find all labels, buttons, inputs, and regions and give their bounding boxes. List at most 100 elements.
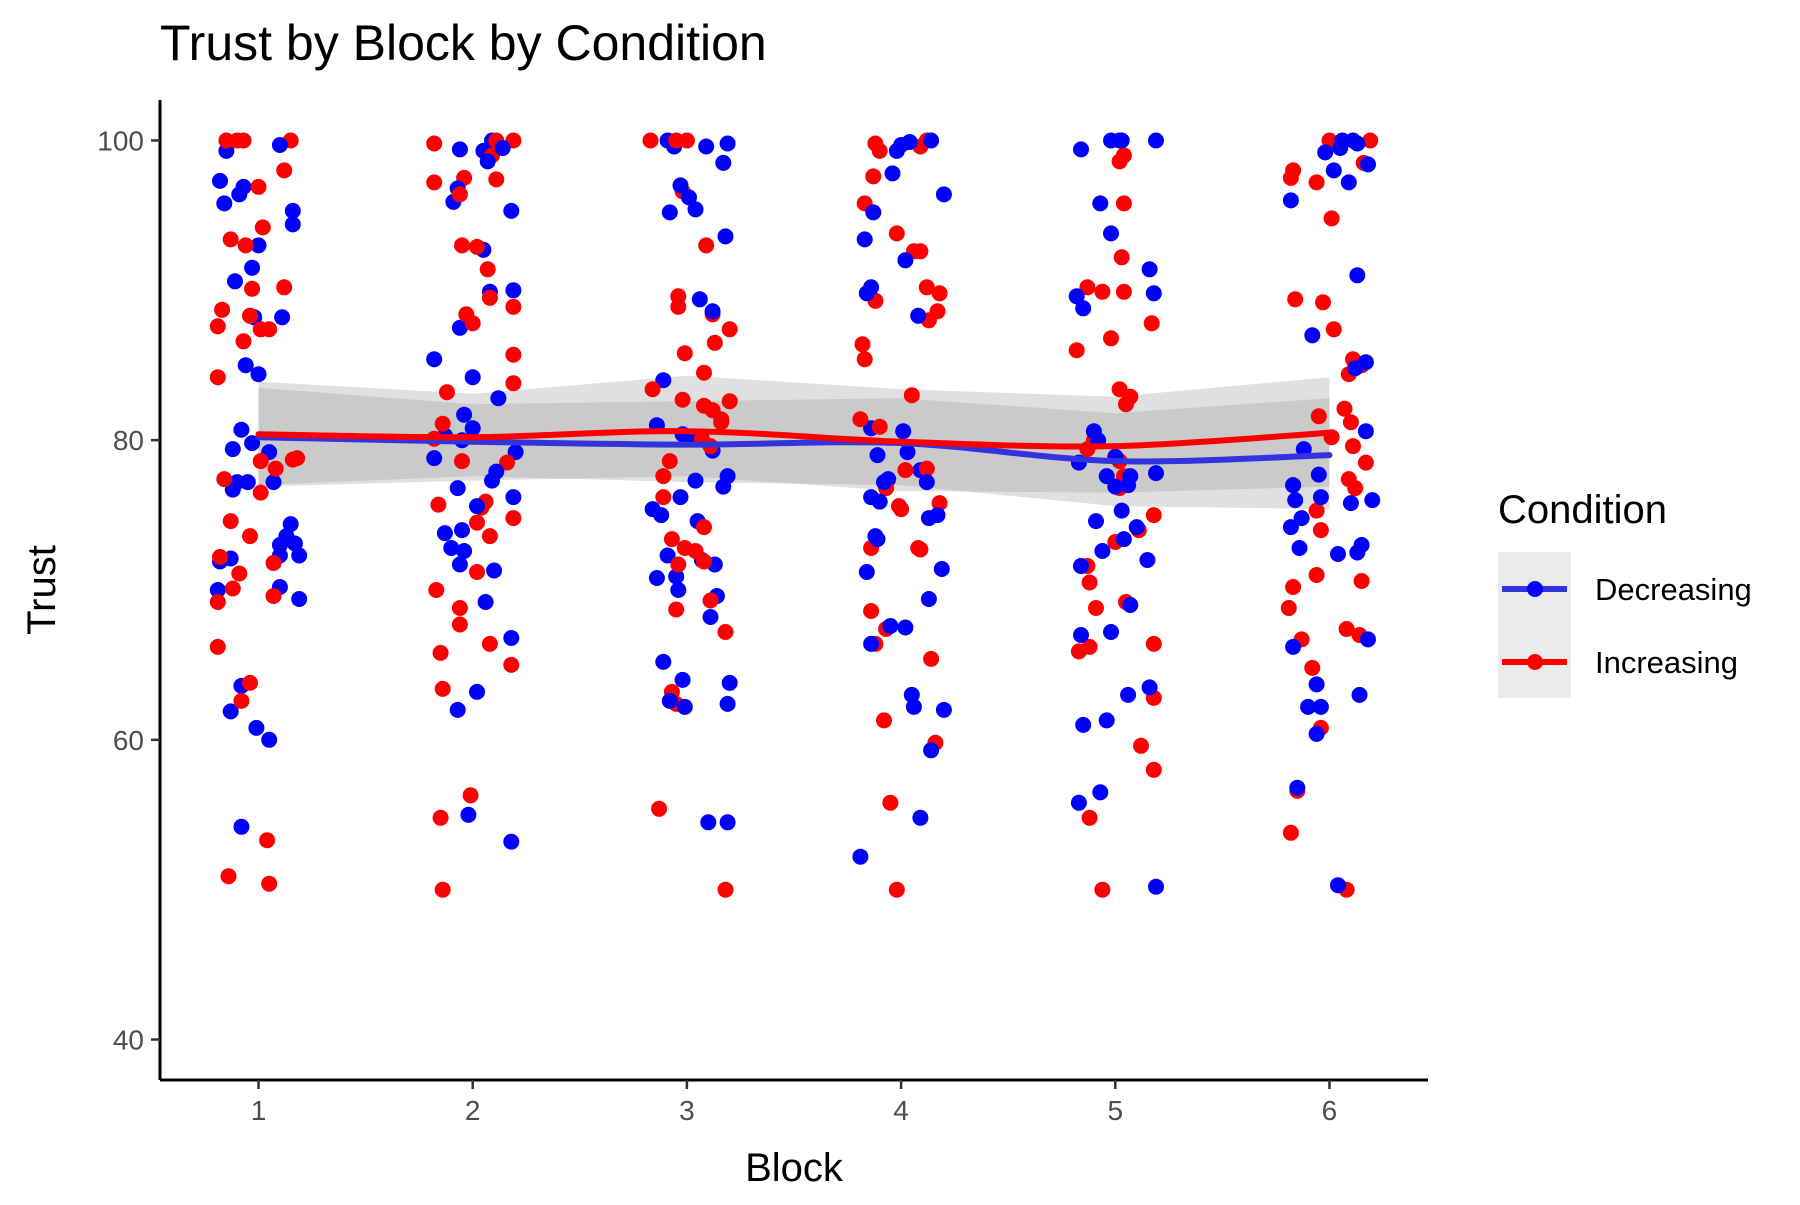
point-increasing (451, 616, 468, 633)
point-increasing (696, 364, 712, 381)
point-increasing (454, 453, 470, 470)
point-increasing (1308, 174, 1325, 191)
point-increasing (1308, 567, 1325, 583)
point-increasing (854, 336, 871, 353)
point-decreasing (248, 719, 265, 736)
point-increasing (1094, 283, 1111, 300)
point-decreasing (291, 547, 308, 564)
point-increasing (261, 321, 278, 338)
point-increasing (220, 868, 237, 885)
point-increasing (426, 135, 443, 152)
point-decreasing (1360, 631, 1376, 648)
point-increasing (1357, 454, 1374, 471)
point-decreasing (923, 742, 940, 759)
point-decreasing (464, 369, 481, 386)
point-decreasing (250, 366, 267, 383)
point-increasing (891, 498, 907, 515)
point-decreasing (1148, 465, 1164, 482)
point-increasing (871, 418, 888, 435)
point-increasing (876, 712, 892, 729)
confidence-band-decreasing (258, 387, 1330, 510)
legend: Condition Decreasing Increasing (1498, 488, 1752, 698)
point-increasing (235, 132, 252, 149)
point-increasing (222, 513, 239, 530)
point-increasing (451, 600, 468, 616)
point-decreasing (672, 177, 689, 194)
point-decreasing (1073, 627, 1089, 643)
point-decreasing (852, 848, 869, 865)
point-decreasing (494, 140, 511, 156)
point-increasing (1287, 291, 1304, 308)
point-decreasing (1113, 502, 1130, 519)
trend-line-decreasing (255, 434, 1333, 465)
y-axis-title: Trust (20, 545, 64, 635)
point-increasing (209, 638, 226, 655)
point-decreasing (681, 189, 697, 206)
point-decreasing (231, 186, 248, 203)
point-decreasing (1287, 492, 1304, 509)
point-decreasing (895, 423, 912, 440)
point-decreasing (920, 591, 937, 607)
point-increasing (912, 243, 929, 260)
point-increasing (209, 594, 226, 610)
point-increasing (265, 588, 282, 604)
point-increasing (231, 565, 248, 582)
y-tick-label: 80 (113, 425, 144, 456)
point-increasing (1145, 761, 1162, 778)
point-decreasing (1141, 679, 1158, 696)
point-decreasing (715, 154, 732, 171)
point-decreasing (1141, 261, 1158, 278)
point-decreasing (905, 698, 922, 715)
point-increasing (1081, 809, 1098, 826)
x-tick-label: 3 (679, 1095, 695, 1126)
point-increasing (1118, 396, 1134, 413)
point-increasing (852, 411, 869, 428)
point-decreasing (460, 806, 477, 823)
point-decreasing (1092, 784, 1109, 801)
point-increasing (426, 174, 443, 191)
point-increasing (1115, 283, 1132, 300)
point-increasing (698, 237, 715, 254)
point-increasing (505, 375, 522, 392)
point-decreasing (1300, 698, 1317, 715)
point-increasing (1325, 321, 1342, 338)
point-decreasing (505, 489, 522, 506)
point-increasing (481, 528, 498, 545)
point-decreasing (503, 833, 520, 850)
point-increasing (713, 411, 730, 428)
point-decreasing (1122, 597, 1139, 613)
point-increasing (250, 178, 267, 195)
point-decreasing (1349, 544, 1366, 561)
point-decreasing (291, 591, 308, 607)
point-decreasing (1115, 531, 1132, 548)
point-decreasing (648, 570, 665, 586)
point-increasing (503, 656, 520, 673)
point-decreasing (233, 421, 250, 438)
point-increasing (1145, 635, 1162, 652)
point-decreasing (477, 594, 494, 610)
point-increasing (454, 237, 470, 254)
point-increasing (670, 556, 687, 573)
point-decreasing (717, 228, 734, 245)
point-increasing (434, 881, 451, 898)
point-decreasing (244, 435, 261, 452)
point-decreasing (1289, 779, 1306, 796)
point-increasing (434, 680, 451, 697)
point-increasing (209, 318, 226, 335)
point-decreasing (1349, 267, 1366, 284)
point-increasing (469, 564, 485, 580)
point-increasing (931, 495, 948, 512)
legend-key-background (1498, 552, 1571, 698)
point-decreasing (486, 562, 503, 579)
point-decreasing (282, 516, 299, 533)
point-increasing (661, 453, 678, 470)
point-decreasing (451, 556, 468, 573)
point-decreasing (284, 202, 301, 219)
point-decreasing (503, 202, 520, 219)
point-increasing (428, 582, 445, 598)
point-decreasing (670, 582, 687, 598)
point-increasing (1081, 574, 1098, 591)
point-increasing (897, 462, 914, 479)
point-increasing (259, 832, 276, 849)
point-increasing (1285, 579, 1302, 595)
